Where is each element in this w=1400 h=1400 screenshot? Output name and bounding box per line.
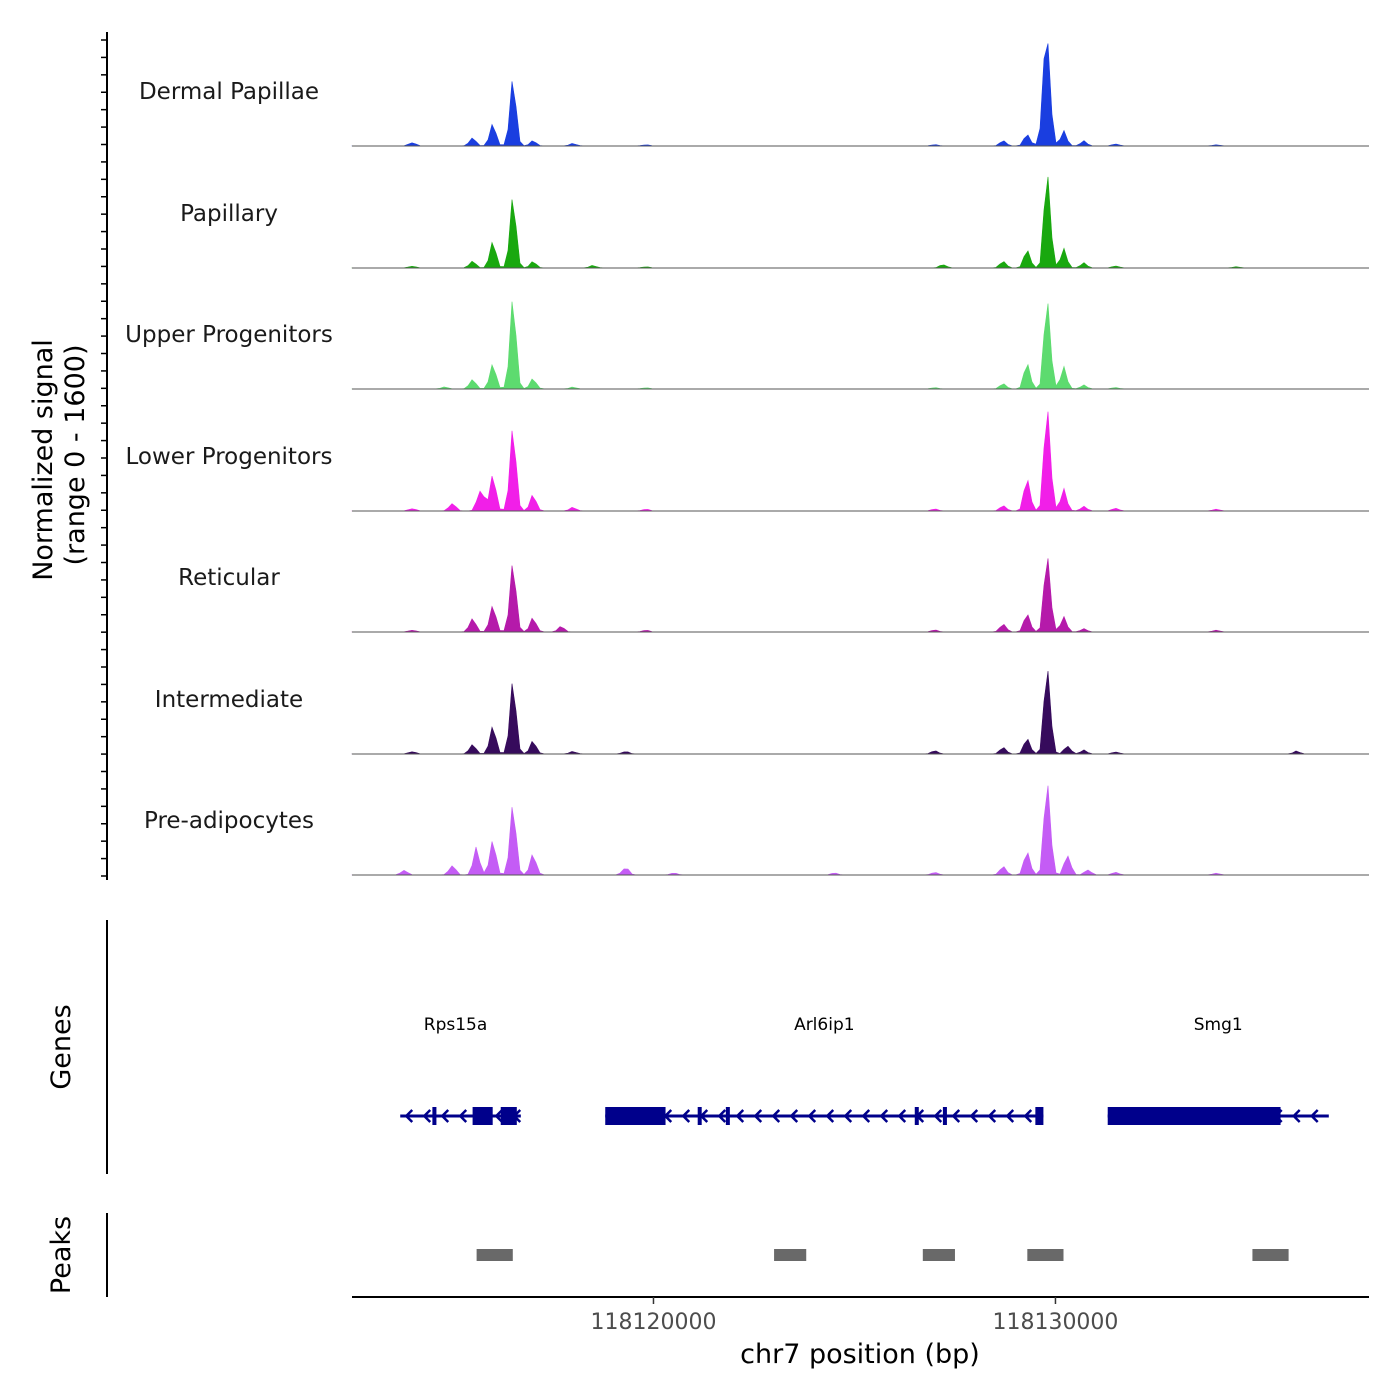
track-label: Upper Progenitors bbox=[125, 322, 333, 348]
gene-exon bbox=[942, 1107, 947, 1125]
gene-label: Rps15a bbox=[424, 1015, 488, 1035]
strand-arrow bbox=[494, 1109, 504, 1123]
strand-arrow bbox=[789, 1109, 799, 1123]
signal-track: Reticular bbox=[178, 558, 1370, 633]
signal-track: Upper Progenitors bbox=[125, 301, 1370, 390]
signal-y-axis bbox=[101, 32, 108, 880]
signal-area bbox=[351, 670, 1370, 755]
strand-arrow bbox=[861, 1109, 871, 1123]
track-label: Dermal Papillae bbox=[139, 79, 319, 105]
strand-arrow bbox=[681, 1109, 691, 1123]
gene-exon bbox=[472, 1107, 493, 1125]
strand-arrow bbox=[771, 1109, 781, 1123]
strand-arrow bbox=[933, 1109, 943, 1123]
signal-area bbox=[351, 411, 1370, 512]
track-label: Reticular bbox=[178, 565, 280, 591]
track-label: Pre-adipocytes bbox=[144, 808, 314, 834]
signal-track: Pre-adipocytes bbox=[144, 785, 1370, 876]
signal-area bbox=[351, 785, 1370, 876]
strand-arrow bbox=[987, 1109, 997, 1123]
signal-area bbox=[351, 558, 1370, 633]
gene-exon bbox=[914, 1107, 919, 1125]
signal-track: Dermal Papillae bbox=[139, 43, 1370, 147]
strand-arrow bbox=[1291, 1109, 1301, 1123]
signal-area bbox=[351, 301, 1370, 390]
signal-y-axis-range-label: (range 0 - 1600) bbox=[60, 345, 91, 566]
strand-arrow bbox=[1023, 1109, 1033, 1123]
gene-exon bbox=[725, 1107, 730, 1125]
strand-arrow bbox=[969, 1109, 979, 1123]
signal-area bbox=[351, 176, 1370, 269]
strand-arrow bbox=[735, 1109, 745, 1123]
gene-label: Smg1 bbox=[1194, 1015, 1243, 1035]
gene-model: Smg1 bbox=[1107, 1015, 1329, 1125]
strand-arrow bbox=[458, 1109, 468, 1123]
signal-track: Papillary bbox=[180, 176, 1370, 269]
peak-region bbox=[1027, 1249, 1064, 1261]
gene-exon bbox=[500, 1107, 517, 1125]
strand-arrow bbox=[1309, 1109, 1319, 1123]
strand-arrow bbox=[807, 1109, 817, 1123]
strand-arrow bbox=[753, 1109, 763, 1123]
gene-exon bbox=[605, 1107, 666, 1125]
x-axis-tick-label: 118120000 bbox=[590, 1310, 716, 1335]
strand-arrow bbox=[717, 1109, 727, 1123]
peak-region bbox=[922, 1249, 955, 1261]
gene-annotation-track: Rps15a Arl6ip1 Smg1 bbox=[400, 1015, 1329, 1125]
track-label: Intermediate bbox=[155, 687, 303, 713]
gene-exon bbox=[697, 1107, 702, 1125]
signal-track: Lower Progenitors bbox=[126, 411, 1370, 512]
peak-region bbox=[1252, 1249, 1289, 1261]
peak-region bbox=[774, 1249, 807, 1261]
gene-exon bbox=[432, 1107, 437, 1125]
strand-arrow bbox=[951, 1109, 961, 1123]
peak-regions-track bbox=[476, 1249, 1289, 1261]
gene-model: Rps15a bbox=[400, 1015, 522, 1125]
strand-arrow bbox=[879, 1109, 889, 1123]
gene-exon bbox=[1107, 1107, 1281, 1125]
signal-y-axis-label: Normalized signal bbox=[28, 339, 59, 581]
strand-arrow bbox=[1005, 1109, 1015, 1123]
x-axis: 118120000 118130000 bbox=[590, 1297, 1118, 1335]
x-axis-label: chr7 position (bp) bbox=[740, 1339, 980, 1370]
peak-region bbox=[476, 1249, 513, 1261]
gene-model: Arl6ip1 bbox=[605, 1015, 1044, 1125]
signal-area bbox=[351, 43, 1370, 147]
strand-arrow bbox=[825, 1109, 835, 1123]
track-label: Papillary bbox=[180, 201, 278, 227]
signal-tracks: Dermal Papillae Papillary Upper Progenitor… bbox=[125, 43, 1370, 876]
genes-track-label: Genes bbox=[46, 1004, 77, 1089]
strand-arrow bbox=[422, 1109, 432, 1123]
signal-track: Intermediate bbox=[155, 670, 1370, 755]
gene-label: Arl6ip1 bbox=[794, 1015, 855, 1035]
track-label: Lower Progenitors bbox=[126, 444, 333, 470]
peaks-track-label: Peaks bbox=[46, 1216, 77, 1294]
strand-arrow bbox=[440, 1109, 450, 1123]
strand-arrow bbox=[404, 1109, 414, 1123]
strand-arrow bbox=[897, 1109, 907, 1123]
x-axis-tick-label: 118130000 bbox=[992, 1310, 1118, 1335]
strand-arrow bbox=[843, 1109, 853, 1123]
gene-exon bbox=[1035, 1107, 1044, 1125]
